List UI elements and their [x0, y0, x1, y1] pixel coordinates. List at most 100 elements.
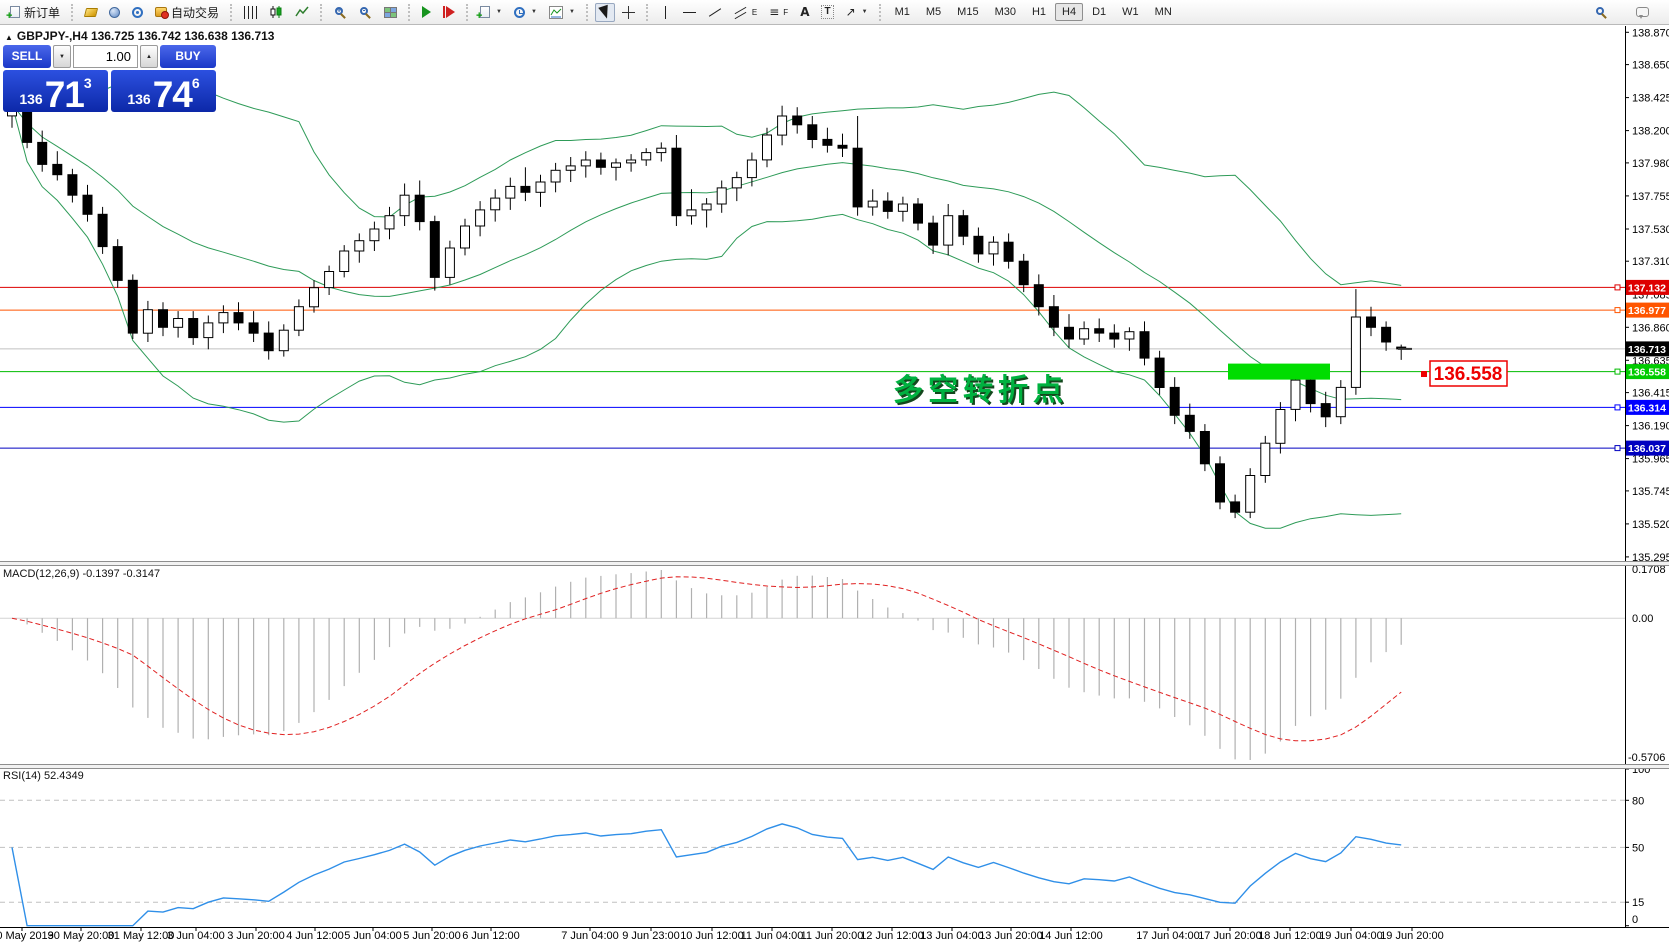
buy-price-prefix: 136: [127, 91, 151, 107]
time-label: 19 Jun 20:00: [1380, 930, 1444, 942]
search-button[interactable]: [1590, 3, 1613, 21]
candle: [475, 209, 486, 227]
candle: [1124, 331, 1135, 340]
candle: [158, 309, 168, 328]
candle: [97, 213, 108, 248]
period-button[interactable]: ▼: [509, 4, 542, 21]
candle: [460, 225, 470, 249]
arrows-button[interactable]: ↗ ▼: [845, 5, 868, 19]
cursor-button[interactable]: [594, 2, 615, 22]
axis-tick-label: 137.755: [1632, 191, 1669, 203]
axis-tick-label: 136.415: [1632, 388, 1669, 400]
sell-price-button[interactable]: 136 71 3: [3, 70, 108, 113]
candle: [686, 209, 697, 217]
indicators-button[interactable]: ▼: [544, 3, 580, 22]
signals-button[interactable]: [127, 4, 148, 21]
candle: [188, 318, 199, 339]
text-button[interactable]: A: [800, 5, 810, 19]
volume-decrease-button[interactable]: ▼: [53, 45, 71, 68]
line-handle[interactable]: [1614, 284, 1621, 291]
buy-price-button[interactable]: 136 74 6: [111, 70, 216, 113]
timeframe-m15-button[interactable]: M15: [957, 6, 979, 18]
time-label: 10 Jun 12:00: [680, 930, 744, 942]
toolbar-separator: [320, 3, 323, 21]
axis-tick-label: 137.980: [1632, 158, 1669, 170]
line-handle[interactable]: [1614, 307, 1621, 314]
timeframe-m1-button[interactable]: M1: [894, 6, 910, 18]
equidistant-channel-button[interactable]: E: [729, 3, 762, 22]
candle: [369, 228, 380, 242]
sell-button[interactable]: SELL: [3, 45, 51, 68]
timeframe-mn-button[interactable]: MN: [1154, 6, 1172, 18]
bar-chart-button[interactable]: [239, 3, 262, 22]
volume-increase-button[interactable]: ▲: [140, 45, 158, 68]
buy-button[interactable]: BUY: [160, 45, 216, 68]
chart-canvas[interactable]: 136.558 138.870 138.650 138.425 138.200 137.9…: [0, 26, 1669, 947]
pane-separator-rsi[interactable]: [0, 764, 1669, 769]
candle: [414, 194, 425, 223]
rsi-line: [11, 823, 1402, 927]
zoom-out-button[interactable]: -: [354, 3, 377, 21]
one-click-collapse-icon[interactable]: ▲: [5, 33, 13, 42]
vertical-line-button[interactable]: [655, 3, 676, 22]
axis-tick-label: 135.965: [1632, 454, 1669, 466]
timeframe-w1-button[interactable]: W1: [1122, 6, 1139, 18]
auto-scroll-button[interactable]: [417, 3, 436, 21]
timeframe-d1-button[interactable]: D1: [1092, 6, 1107, 18]
candle: [1199, 431, 1210, 465]
candle: [399, 194, 410, 217]
axis-tick-label: 0: [1632, 914, 1638, 926]
price-badge: [1626, 399, 1669, 415]
candle: [1245, 475, 1256, 513]
horizontal-line-button[interactable]: [678, 9, 701, 16]
new-order-button[interactable]: 新订单: [5, 1, 65, 24]
toolbar-separator: [878, 3, 882, 21]
tile-windows-button[interactable]: [379, 4, 402, 21]
templates-button[interactable]: ▼: [475, 3, 507, 22]
volume-input[interactable]: 1.00: [73, 45, 138, 68]
time-label: 30 May 2019: [0, 930, 54, 942]
line-handle[interactable]: [1614, 368, 1621, 375]
chart-shift-button[interactable]: [438, 3, 460, 21]
line-handle[interactable]: [1614, 445, 1621, 452]
line-chart-button[interactable]: [290, 2, 314, 22]
pane-separator-macd[interactable]: [0, 561, 1669, 566]
axis-tick-label: 136.190: [1632, 421, 1669, 433]
timeframe-m5-button[interactable]: M5: [925, 6, 942, 18]
chat-button[interactable]: [1631, 4, 1654, 20]
rsi-pane: [0, 799, 1625, 927]
highlight-zone-rect[interactable]: [1228, 363, 1330, 380]
fibonacci-button[interactable]: ≡ F: [769, 5, 789, 19]
candle: [701, 203, 712, 211]
candle: [82, 194, 93, 215]
profiles-button[interactable]: [104, 4, 125, 21]
toolbar-separator: [466, 3, 469, 21]
candle: [837, 144, 848, 149]
zoom-in-button[interactable]: +: [335, 5, 344, 15]
timeframe-h1-button[interactable]: H1: [1031, 6, 1047, 18]
candle: [565, 165, 576, 171]
time-label: 17 Jun 04:00: [1136, 930, 1200, 942]
candle: [218, 312, 229, 324]
line-handle[interactable]: [1614, 404, 1621, 411]
axis-tick-label: 137.530: [1632, 224, 1669, 236]
auto-trading-button[interactable]: 自动交易: [150, 1, 224, 24]
chart-text-annotation[interactable]: 多空转折点: [893, 374, 1068, 407]
toolbar-separator: [71, 3, 74, 21]
text-label-button[interactable]: T: [816, 2, 838, 22]
timeframe-m30-button[interactable]: M30: [994, 6, 1016, 18]
candle: [1048, 306, 1059, 328]
crosshair-button[interactable]: [617, 3, 640, 22]
candlestick-chart-button[interactable]: [264, 2, 288, 22]
market-watch-button[interactable]: [80, 5, 102, 20]
candle: [1079, 328, 1090, 340]
candle: [746, 159, 757, 179]
candle: [1230, 501, 1241, 513]
price-callout[interactable]: 136.558: [1421, 360, 1508, 387]
toolbar: 新订单 自动交易 +- ▼ ▼ ▼ E ≡F AT ↗▼ M1 M5 M15 M30 H1 H4 D1 W1 MN: [0, 0, 1669, 25]
price-axis[interactable]: 138.870 138.650 138.425 138.200 137.980 137.7…: [0, 26, 1669, 928]
timeframe-h4-button[interactable]: H4: [1055, 3, 1084, 21]
trend-line-button[interactable]: [703, 7, 727, 17]
candle: [852, 147, 863, 208]
candle: [429, 221, 440, 278]
